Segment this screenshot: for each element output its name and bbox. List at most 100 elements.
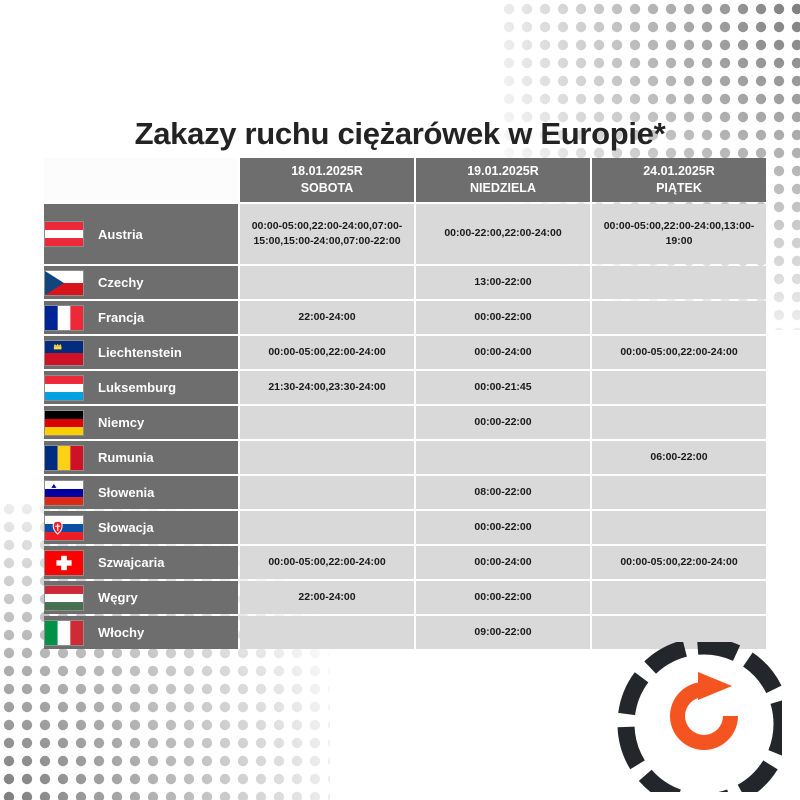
table-row: Czechy 13:00-22:00	[44, 266, 766, 299]
flag-czechia-icon	[44, 269, 84, 296]
ban-hours-cell-day-2: 00:00-24:00	[416, 336, 590, 369]
flag-slovenia-icon	[44, 479, 84, 506]
flag-austria-icon	[44, 221, 84, 247]
column-header-day-2: 19.01.2025R NIEDZIELA	[416, 158, 590, 202]
country-name: Rumunia	[98, 450, 154, 465]
country-name: Szwajcaria	[98, 555, 165, 570]
flag-france-icon	[44, 304, 84, 331]
ban-hours-cell-day-2: 00:00-24:00	[416, 546, 590, 579]
ban-hours-cell-day-3: 00:00-05:00,22:00-24:00,13:00-19:00	[592, 204, 766, 264]
column-header-day-2-date: 19.01.2025R	[467, 164, 539, 179]
flag-hungary-icon	[44, 584, 84, 611]
ban-hours-cell-day-2: 00:00-21:45	[416, 371, 590, 404]
ban-hours-cell-day-1: 22:00-24:00	[240, 301, 414, 334]
country-cell: Węgry	[44, 581, 238, 614]
table-row: Francja 22:00-24:00 00:00-22:00	[44, 301, 766, 334]
driving-ban-table: 18.01.2025R SOBOTA 19.01.2025R NIEDZIELA…	[42, 156, 768, 651]
ban-hours-cell-day-3: 06:00-22:00	[592, 441, 766, 474]
country-cell: Słowacja	[44, 511, 238, 544]
country-name: Słowacja	[98, 520, 154, 535]
table-corner-cell	[44, 158, 238, 202]
flag-slovakia-icon	[44, 514, 84, 541]
ban-hours-cell-day-2: 00:00-22:00	[416, 406, 590, 439]
country-cell: Szwajcaria	[44, 546, 238, 579]
country-name: Austria	[98, 226, 143, 242]
column-header-day-1-weekday: SOBOTA	[300, 181, 354, 195]
country-cell: Czechy	[44, 266, 238, 299]
ban-hours-cell-day-2: 00:00-22:00	[416, 511, 590, 544]
country-name: Luksemburg	[98, 380, 177, 395]
ban-hours-cell-day-3: 00:00-05:00,22:00-24:00	[592, 546, 766, 579]
table-row: Słowenia 08:00-22:00	[44, 476, 766, 509]
ban-hours-cell-day-2: 09:00-22:00	[416, 616, 590, 649]
table-row: Niemcy 00:00-22:00	[44, 406, 766, 439]
column-header-day-1-date: 18.01.2025R	[291, 164, 363, 179]
refresh-circle-logo	[612, 642, 782, 792]
country-name: Niemcy	[98, 415, 145, 430]
flag-switzerland-icon	[44, 549, 84, 576]
column-header-day-2-weekday: NIEDZIELA	[470, 181, 536, 195]
column-header-day-3: 24.01.2025R PIĄTEK	[592, 158, 766, 202]
country-name: Włochy	[98, 625, 145, 640]
ban-hours-cell-day-2: 00:00-22:00,22:00-24:00	[416, 204, 590, 264]
table-row: Liechtenstein 00:00-05:00,22:00-24:00 00:0…	[44, 336, 766, 369]
ban-hours-cell-day-1: 21:30-24:00,23:30-24:00	[240, 371, 414, 404]
country-cell: Austria	[44, 204, 238, 264]
table-body: Austria 00:00-05:00,22:00-24:00,07:00-15:…	[44, 204, 766, 649]
driving-ban-table-container: 18.01.2025R SOBOTA 19.01.2025R NIEDZIELA…	[42, 156, 766, 651]
country-name: Węgry	[98, 590, 138, 605]
ban-hours-cell-day-1	[240, 476, 414, 509]
country-cell: Liechtenstein	[44, 336, 238, 369]
ban-hours-cell-day-3	[592, 476, 766, 509]
ban-hours-cell-day-1: 22:00-24:00	[240, 581, 414, 614]
column-header-day-1: 18.01.2025R SOBOTA	[240, 158, 414, 202]
country-name: Czechy	[98, 275, 144, 290]
ban-hours-cell-day-1	[240, 406, 414, 439]
table-head: 18.01.2025R SOBOTA 19.01.2025R NIEDZIELA…	[44, 158, 766, 202]
ban-hours-cell-day-3	[592, 511, 766, 544]
ban-hours-cell-day-3	[592, 266, 766, 299]
column-header-day-3-weekday: PIĄTEK	[656, 181, 702, 195]
ban-hours-cell-day-2: 08:00-22:00	[416, 476, 590, 509]
table-row: Austria 00:00-05:00,22:00-24:00,07:00-15:…	[44, 204, 766, 264]
country-cell: Luksemburg	[44, 371, 238, 404]
country-name: Francja	[98, 310, 145, 325]
country-cell: Francja	[44, 301, 238, 334]
table-row: Węgry 22:00-24:00 00:00-22:00	[44, 581, 766, 614]
country-cell: Włochy	[44, 616, 238, 649]
ban-hours-cell-day-2	[416, 441, 590, 474]
flag-luxembourg-icon	[44, 374, 84, 401]
ban-hours-cell-day-3	[592, 406, 766, 439]
orange-refresh-arrow	[670, 672, 738, 750]
ban-hours-cell-day-3	[592, 581, 766, 614]
ban-hours-cell-day-2: 13:00-22:00	[416, 266, 590, 299]
page-title: Zakazy ruchu ciężarówek w Europie*	[134, 115, 666, 151]
ban-hours-cell-day-3	[592, 301, 766, 334]
ban-hours-cell-day-1	[240, 511, 414, 544]
country-cell: Słowenia	[44, 476, 238, 509]
country-name: Słowenia	[98, 485, 155, 500]
country-name: Liechtenstein	[98, 345, 182, 360]
ban-hours-cell-day-1: 00:00-05:00,22:00-24:00	[240, 336, 414, 369]
column-header-day-3-date: 24.01.2025R	[643, 164, 715, 179]
table-header-row: 18.01.2025R SOBOTA 19.01.2025R NIEDZIELA…	[44, 158, 766, 202]
flag-romania-icon	[44, 444, 84, 471]
flag-germany-icon	[44, 409, 84, 436]
table-row: Szwajcaria 00:00-05:00,22:00-24:00 00:00-2…	[44, 546, 766, 579]
country-cell: Niemcy	[44, 406, 238, 439]
flag-italy-icon	[44, 619, 84, 646]
table-row: Słowacja 00:00-22:00	[44, 511, 766, 544]
ban-hours-cell-day-1	[240, 616, 414, 649]
ban-hours-cell-day-1: 00:00-05:00,22:00-24:00	[240, 546, 414, 579]
dashed-outer-ring	[617, 642, 782, 792]
table-row: Luksemburg 21:30-24:00,23:30-24:00 00:00-2…	[44, 371, 766, 404]
flag-liechtenstein-icon	[44, 339, 84, 366]
ban-hours-cell-day-3: 00:00-05:00,22:00-24:00	[592, 336, 766, 369]
ban-hours-cell-day-2: 00:00-22:00	[416, 301, 590, 334]
ban-hours-cell-day-2: 00:00-22:00	[416, 581, 590, 614]
country-cell: Rumunia	[44, 441, 238, 474]
ban-hours-cell-day-3	[592, 371, 766, 404]
table-row: Rumunia 06:00-22:00	[44, 441, 766, 474]
ban-hours-cell-day-1	[240, 266, 414, 299]
ban-hours-cell-day-1: 00:00-05:00,22:00-24:00,07:00-15:00,15:0…	[240, 204, 414, 264]
